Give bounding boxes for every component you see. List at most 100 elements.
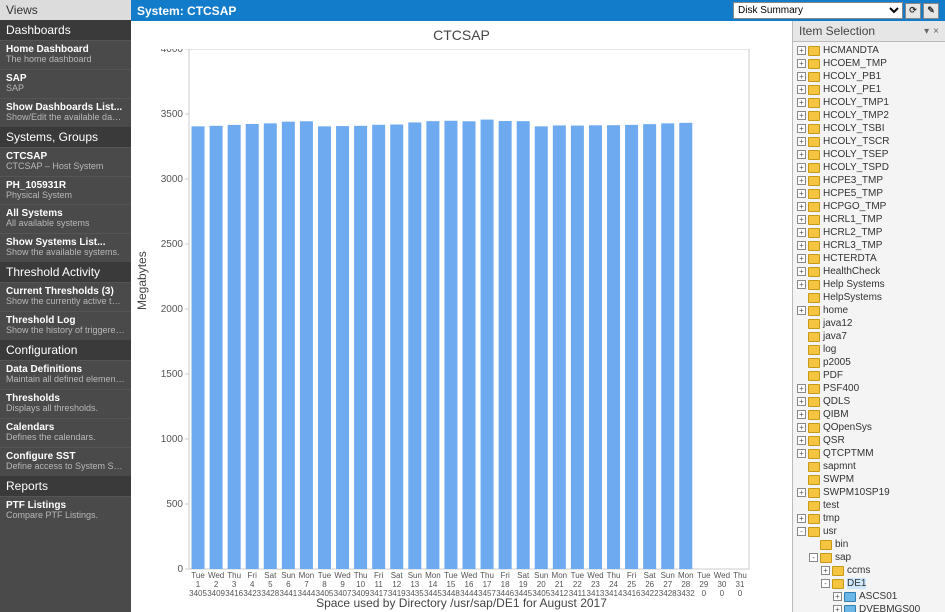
sidebar-item[interactable]: Configure SSTDefine access to System Ser… bbox=[0, 447, 131, 476]
tree-row[interactable]: +HCOLY_PB1 bbox=[793, 70, 945, 83]
tree-row[interactable]: +tmp bbox=[793, 512, 945, 525]
expand-icon[interactable]: + bbox=[797, 436, 806, 445]
expand-icon[interactable]: + bbox=[797, 280, 806, 289]
tree-body[interactable]: +HCMANDTA+HCOEM_TMP+HCOLY_PB1+HCOLY_PE1+… bbox=[793, 42, 945, 612]
sidebar-item[interactable]: All SystemsAll available systems bbox=[0, 204, 131, 233]
expand-icon[interactable]: + bbox=[797, 514, 806, 523]
sidebar-item[interactable]: Data DefinitionsMaintain all defined ele… bbox=[0, 360, 131, 389]
expand-icon[interactable]: + bbox=[797, 410, 806, 419]
sidebar-item[interactable]: SAPSAP bbox=[0, 69, 131, 98]
tree-row[interactable]: SWPM bbox=[793, 473, 945, 486]
expand-icon[interactable] bbox=[797, 293, 806, 302]
expand-icon[interactable]: + bbox=[833, 605, 842, 612]
tree-row[interactable]: +QOpenSys bbox=[793, 421, 945, 434]
sidebar-group-header[interactable]: Systems, Groups bbox=[0, 127, 131, 147]
tree-row[interactable]: +HCOLY_TSPD bbox=[793, 161, 945, 174]
tree-row[interactable]: java7 bbox=[793, 330, 945, 343]
tree-row[interactable]: sapmnt bbox=[793, 460, 945, 473]
expand-icon[interactable]: + bbox=[797, 189, 806, 198]
expand-icon[interactable]: - bbox=[821, 579, 830, 588]
chevron-down-icon[interactable]: ▾ bbox=[924, 26, 929, 37]
tree-row[interactable]: +HCPGO_TMP bbox=[793, 200, 945, 213]
expand-icon[interactable]: + bbox=[797, 46, 806, 55]
sidebar-item[interactable]: CalendarsDefines the calendars. bbox=[0, 418, 131, 447]
expand-icon[interactable] bbox=[797, 475, 806, 484]
expand-icon[interactable] bbox=[797, 501, 806, 510]
tree-row[interactable]: +HCOLY_TMP1 bbox=[793, 96, 945, 109]
sidebar-group-header[interactable]: Threshold Activity bbox=[0, 262, 131, 282]
tree-row[interactable]: +ccms bbox=[793, 564, 945, 577]
tree-row[interactable]: bin bbox=[793, 538, 945, 551]
edit-icon[interactable]: ✎ bbox=[923, 3, 939, 19]
tree-row[interactable]: +HCRL1_TMP bbox=[793, 213, 945, 226]
expand-icon[interactable]: + bbox=[797, 124, 806, 133]
sidebar-item[interactable]: Home DashboardThe home dashboard bbox=[0, 40, 131, 69]
tree-row[interactable]: +HCOLY_TSCR bbox=[793, 135, 945, 148]
tree-row[interactable]: -usr bbox=[793, 525, 945, 538]
tree-row[interactable]: -DE1 bbox=[793, 577, 945, 590]
tree-row[interactable]: +HCPE5_TMP bbox=[793, 187, 945, 200]
tree-row[interactable]: +HCOEM_TMP bbox=[793, 57, 945, 70]
tree-row[interactable]: +HCMANDTA bbox=[793, 44, 945, 57]
expand-icon[interactable]: + bbox=[797, 163, 806, 172]
expand-icon[interactable]: + bbox=[797, 384, 806, 393]
tree-row[interactable]: +home bbox=[793, 304, 945, 317]
tree-row[interactable]: +HCRL2_TMP bbox=[793, 226, 945, 239]
tree-row[interactable]: HelpSystems bbox=[793, 291, 945, 304]
expand-icon[interactable]: + bbox=[797, 397, 806, 406]
tree-row[interactable]: p2005 bbox=[793, 356, 945, 369]
expand-icon[interactable]: + bbox=[797, 111, 806, 120]
expand-icon[interactable]: + bbox=[797, 267, 806, 276]
sidebar-item[interactable]: Current Thresholds (3)Show the currently… bbox=[0, 282, 131, 311]
tree-row[interactable]: log bbox=[793, 343, 945, 356]
refresh-icon[interactable]: ⟳ bbox=[905, 3, 921, 19]
expand-icon[interactable]: + bbox=[797, 137, 806, 146]
tree-row[interactable]: +Help Systems bbox=[793, 278, 945, 291]
expand-icon[interactable]: + bbox=[821, 566, 830, 575]
expand-icon[interactable]: + bbox=[797, 98, 806, 107]
expand-icon[interactable]: - bbox=[809, 553, 818, 562]
tree-row[interactable]: +HCTERDTA bbox=[793, 252, 945, 265]
expand-icon[interactable]: + bbox=[797, 254, 806, 263]
expand-icon[interactable]: + bbox=[797, 176, 806, 185]
tree-row[interactable]: +HCOLY_TSBI bbox=[793, 122, 945, 135]
tree-row[interactable]: +HealthCheck bbox=[793, 265, 945, 278]
tree-row[interactable]: +HCOLY_TSEP bbox=[793, 148, 945, 161]
sidebar-item[interactable]: PTF ListingsCompare PTF Listings. bbox=[0, 496, 131, 525]
expand-icon[interactable]: + bbox=[833, 592, 842, 601]
sidebar-item[interactable]: Show Dashboards List...Show/Edit the ava… bbox=[0, 98, 131, 127]
sidebar-item[interactable]: CTCSAPCTCSAP – Host System bbox=[0, 147, 131, 176]
sidebar-item[interactable]: ThresholdsDisplays all thresholds. bbox=[0, 389, 131, 418]
tree-row[interactable]: +QIBM bbox=[793, 408, 945, 421]
expand-icon[interactable]: + bbox=[797, 59, 806, 68]
close-icon[interactable]: × bbox=[933, 26, 939, 37]
tree-row[interactable]: java12 bbox=[793, 317, 945, 330]
expand-icon[interactable]: + bbox=[797, 150, 806, 159]
expand-icon[interactable]: + bbox=[797, 202, 806, 211]
sidebar-item[interactable]: Threshold LogShow the history of trigger… bbox=[0, 311, 131, 340]
tree-row[interactable]: +HCOLY_TMP2 bbox=[793, 109, 945, 122]
expand-icon[interactable]: + bbox=[797, 215, 806, 224]
expand-icon[interactable]: + bbox=[797, 72, 806, 81]
sidebar-group-header[interactable]: Configuration bbox=[0, 340, 131, 360]
tree-row[interactable]: +ASCS01 bbox=[793, 590, 945, 603]
expand-icon[interactable]: + bbox=[797, 488, 806, 497]
expand-icon[interactable]: - bbox=[797, 527, 806, 536]
expand-icon[interactable]: + bbox=[797, 228, 806, 237]
expand-icon[interactable] bbox=[797, 332, 806, 341]
expand-icon[interactable] bbox=[797, 371, 806, 380]
tree-row[interactable]: +HCPE3_TMP bbox=[793, 174, 945, 187]
expand-icon[interactable]: + bbox=[797, 306, 806, 315]
tree-row[interactable]: +QDLS bbox=[793, 395, 945, 408]
sidebar-item[interactable]: PH_105931RPhysical System bbox=[0, 176, 131, 205]
expand-icon[interactable]: + bbox=[797, 449, 806, 458]
expand-icon[interactable]: + bbox=[797, 241, 806, 250]
tree-row[interactable]: +HCRL3_TMP bbox=[793, 239, 945, 252]
expand-icon[interactable] bbox=[797, 319, 806, 328]
tree-row[interactable]: -sap bbox=[793, 551, 945, 564]
expand-icon[interactable] bbox=[797, 462, 806, 471]
tree-row[interactable]: PDF bbox=[793, 369, 945, 382]
tree-row[interactable]: +HCOLY_PE1 bbox=[793, 83, 945, 96]
sidebar-group-header[interactable]: Dashboards bbox=[0, 20, 131, 40]
expand-icon[interactable] bbox=[797, 345, 806, 354]
